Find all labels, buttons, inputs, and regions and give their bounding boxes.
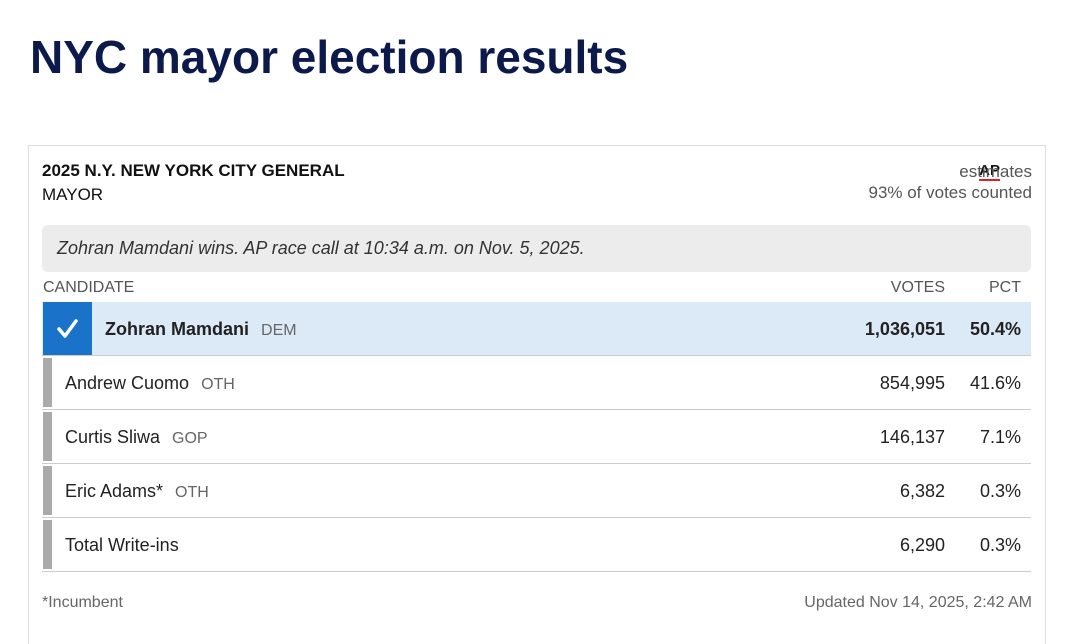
candidate-party: GOP <box>172 430 208 447</box>
party-bar <box>43 520 52 569</box>
votes: 6,290 <box>899 535 945 555</box>
candidate-cell: Andrew Cuomo OTH <box>65 373 235 394</box>
candidate-party: DEM <box>261 322 297 339</box>
updated-time: Updated Nov 14, 2025, 2:42 AM <box>804 594 1032 611</box>
candidate-cell: Curtis Sliwa GOP <box>65 427 208 448</box>
candidate-cell: Eric Adams* OTH <box>65 481 209 502</box>
candidate-name: Curtis Sliwa <box>65 427 161 447</box>
result-row: Curtis Sliwa GOP 146,137 7.1% <box>42 410 1031 464</box>
percent: 0.3% <box>979 535 1021 555</box>
candidate-name: Eric Adams* <box>65 481 164 501</box>
votes: 854,995 <box>879 373 945 393</box>
party-bar <box>43 412 52 461</box>
votes: 6,382 <box>899 481 945 501</box>
votes: 146,137 <box>879 427 945 447</box>
race-office: MAYOR <box>42 185 104 204</box>
race-title: 2025 N.Y. NEW YORK CITY GENERAL <box>42 161 345 180</box>
percent: 41.6% <box>969 373 1021 393</box>
party-bar <box>43 466 52 515</box>
column-header: CANDIDATE <box>43 279 135 296</box>
candidate-party: OTH <box>175 484 209 501</box>
percent: 7.1% <box>979 427 1021 447</box>
column-header: VOTES <box>890 279 945 296</box>
result-row: Andrew Cuomo OTH 854,995 41.6% <box>42 356 1031 410</box>
percent: 0.3% <box>979 481 1021 501</box>
votes-counted: 93% of votes counted <box>868 183 1032 202</box>
votes: 1,036,051 <box>864 319 945 339</box>
footnote: *Incumbent <box>42 594 123 611</box>
result-row: Eric Adams* OTH 6,382 0.3% <box>42 464 1031 518</box>
party-bar <box>43 358 52 407</box>
source-logo: AP <box>979 162 1000 181</box>
percent: 50.4% <box>969 319 1021 339</box>
result-row: Total Write-ins 6,290 0.3% <box>42 518 1031 572</box>
candidate-party: OTH <box>201 376 235 393</box>
winner-check <box>43 302 92 355</box>
candidate-cell: Total Write-ins <box>65 535 179 556</box>
candidate-name: Zohran Mamdani <box>105 319 250 339</box>
race-call-banner <box>42 225 1031 272</box>
candidate-name: Total Write-ins <box>65 535 179 555</box>
results-card <box>28 145 1046 644</box>
column-header: PCT <box>989 279 1021 296</box>
result-row: Zohran Mamdani DEM 1,036,051 50.4% <box>42 302 1031 356</box>
check-icon <box>57 319 78 338</box>
source-note: estimates <box>959 162 1032 181</box>
candidate-name: Andrew Cuomo <box>65 373 190 393</box>
candidate-cell: Zohran Mamdani DEM <box>105 319 297 340</box>
page-title: NYC mayor election results <box>30 31 629 83</box>
race-call: Zohran Mamdani wins. AP race call at 10:… <box>57 238 585 258</box>
